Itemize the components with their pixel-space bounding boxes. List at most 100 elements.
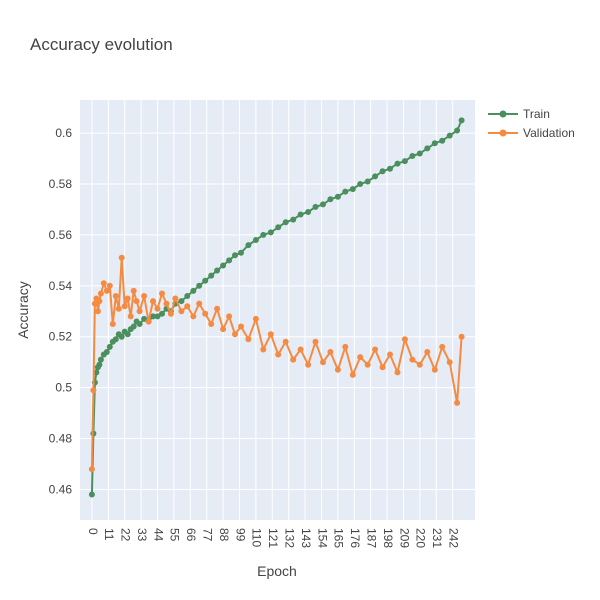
chart-title: Accuracy evolution [30, 35, 173, 54]
x-tick-label: 33 [135, 528, 149, 542]
data-point-train [379, 168, 386, 175]
data-point-validation [133, 298, 140, 305]
data-point-train [208, 272, 215, 279]
data-point-train [424, 145, 431, 152]
legend-item-train[interactable]: Train [488, 107, 550, 121]
data-point-validation [96, 298, 103, 305]
x-tick-label: 242 [446, 528, 460, 548]
data-point-validation [424, 349, 431, 355]
data-point-validation [172, 295, 179, 302]
y-tick-label: 0.52 [49, 330, 73, 344]
x-tick-label: 143 [299, 528, 313, 548]
x-tick-labels: 0 11 22 33 44 55 66 77 88 99 110 121 132 143 154 165 176… [86, 528, 461, 548]
data-point-validation [154, 305, 161, 312]
data-point-validation [327, 349, 334, 355]
grid-lines [80, 100, 475, 520]
data-point-validation [252, 315, 259, 322]
data-point-train [130, 323, 137, 330]
data-point-train [409, 153, 416, 159]
data-point-train [97, 356, 104, 363]
series-layer [88, 117, 465, 498]
data-point-validation [416, 361, 423, 368]
data-point-train [282, 219, 289, 226]
data-point-validation [220, 326, 227, 333]
data-point-train [439, 137, 446, 144]
data-point-validation [196, 300, 203, 307]
data-point-validation [364, 361, 371, 368]
series-validation [88, 254, 465, 473]
data-point-train [334, 193, 341, 200]
data-point-train [190, 287, 197, 294]
data-point-train [260, 231, 267, 238]
data-point-train [458, 117, 465, 124]
x-tick-label: 77 [201, 528, 215, 542]
data-point-validation [214, 305, 221, 312]
data-point-train [88, 491, 95, 498]
data-point-train [290, 216, 297, 223]
data-point-train [431, 140, 438, 147]
y-tick-label: 0.6 [55, 126, 72, 140]
data-point-validation [372, 346, 379, 353]
data-point-train [214, 267, 221, 274]
data-point-validation [232, 331, 238, 338]
data-point-validation [91, 300, 98, 307]
data-point-train [154, 313, 161, 320]
x-tick-label: 22 [119, 528, 133, 542]
data-point-validation [305, 361, 312, 368]
data-point-validation [163, 300, 170, 307]
data-point-validation [387, 351, 393, 358]
x-tick-label: 110 [250, 528, 264, 547]
data-point-train [220, 262, 227, 269]
x-tick-label: 121 [266, 528, 280, 548]
data-point-train [238, 249, 244, 256]
x-tick-label: 44 [151, 528, 165, 542]
data-point-validation [226, 313, 233, 320]
data-point-train [118, 333, 125, 340]
data-point-validation [334, 366, 341, 373]
data-point-train [297, 211, 304, 218]
data-point-train [357, 181, 364, 187]
data-point-train [394, 160, 401, 167]
x-tick-label: 0 [86, 528, 100, 535]
data-point-validation [260, 346, 267, 353]
data-point-train [446, 132, 453, 139]
data-point-validation [446, 359, 453, 366]
x-tick-label: 11 [102, 528, 116, 541]
data-point-train [267, 229, 274, 236]
y-tick-label: 0.46 [49, 482, 73, 496]
data-point-validation [454, 399, 461, 406]
data-point-validation [103, 287, 110, 294]
data-point-validation [159, 290, 165, 297]
data-point-validation [342, 343, 349, 350]
data-point-validation [97, 290, 104, 297]
data-point-validation [357, 354, 364, 361]
data-point-validation [202, 310, 209, 317]
x-tick-label: 198 [381, 528, 395, 548]
data-point-train [327, 196, 334, 203]
data-point-train [245, 242, 252, 249]
data-point-validation [267, 331, 274, 338]
data-point-validation [150, 298, 156, 305]
data-point-train [349, 186, 356, 193]
x-tick-label: 88 [217, 528, 231, 542]
legend-item-validation[interactable]: Validation [488, 126, 575, 140]
data-point-validation [394, 369, 401, 376]
data-point-validation [145, 318, 152, 325]
data-point-validation [312, 338, 319, 345]
data-point-train [387, 165, 393, 172]
x-tick-label: 55 [168, 528, 182, 542]
data-point-train [320, 201, 326, 208]
data-point-train [112, 336, 119, 343]
data-point-train [275, 224, 282, 231]
data-point-train [454, 127, 461, 134]
x-tick-label: 176 [348, 528, 362, 548]
data-point-validation [190, 313, 197, 320]
data-point-validation [136, 308, 143, 315]
data-point-train [178, 298, 185, 305]
data-point-validation [118, 254, 125, 261]
data-point-validation [106, 282, 113, 289]
data-point-train [232, 252, 238, 259]
y-tick-label: 0.48 [49, 432, 73, 446]
data-point-validation [349, 371, 356, 378]
data-point-validation [245, 336, 252, 343]
